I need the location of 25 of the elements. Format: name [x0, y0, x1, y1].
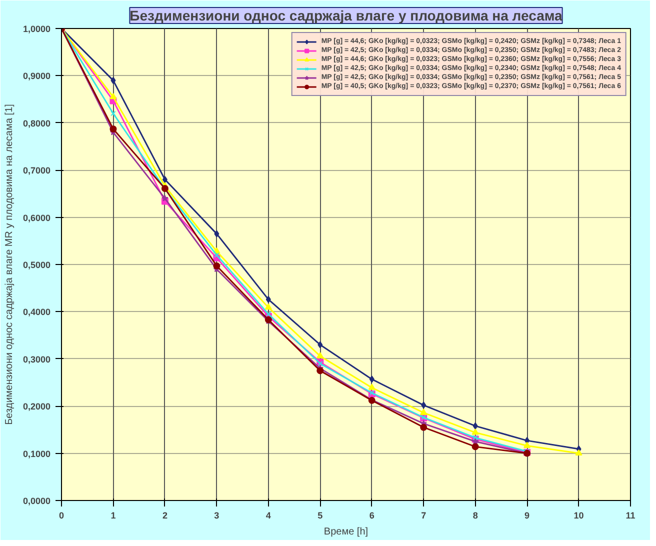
x-tick-label: 1 [110, 510, 116, 520]
x-tick-label: 0 [58, 510, 64, 520]
y-tick-label: 0,1000 [22, 448, 51, 459]
x-tick-label: 3 [214, 510, 220, 520]
y-tick-label: 0,8000 [22, 118, 51, 128]
x-tick-label: 10 [574, 510, 584, 520]
x-tick-label: 2 [162, 510, 168, 520]
x-tick-label: 6 [369, 510, 374, 520]
y-tick-label: 0,5000 [22, 260, 51, 270]
x-tick-label: 7 [421, 510, 426, 520]
y-tick-label: 0,6000 [22, 212, 51, 223]
y-tick-label: 0,7000 [22, 166, 51, 176]
y-tick-label: 0,3000 [22, 354, 51, 364]
x-tick-label: 4 [266, 510, 271, 520]
y-tick-label: 0,9000 [22, 71, 51, 82]
y-tick-label: 1,0000 [22, 24, 51, 34]
y-axis-title: Бездимензиони однос садржаја влаге MR у плодовима на лесама [1] [4, 104, 15, 425]
y-tick-label: 0,4000 [22, 307, 51, 318]
y-tick-label: 0,2000 [22, 402, 51, 412]
x-tick-label: 8 [472, 510, 478, 520]
y-tick-label: 0,0000 [22, 496, 51, 506]
x-axis-title: Време [h] [324, 526, 368, 538]
x-tick-label: 9 [524, 510, 530, 520]
x-tick-label: 11 [626, 510, 636, 520]
x-tick-label: 5 [318, 510, 323, 520]
